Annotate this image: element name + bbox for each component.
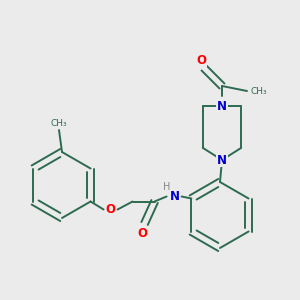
Text: CH₃: CH₃ bbox=[51, 119, 67, 128]
Text: O: O bbox=[106, 203, 116, 216]
Text: N: N bbox=[217, 154, 227, 166]
Text: CH₃: CH₃ bbox=[251, 86, 267, 95]
Text: H: H bbox=[163, 182, 170, 191]
Text: N: N bbox=[217, 100, 227, 112]
Text: O: O bbox=[196, 53, 206, 67]
Text: O: O bbox=[138, 227, 148, 240]
Text: N: N bbox=[169, 190, 180, 203]
